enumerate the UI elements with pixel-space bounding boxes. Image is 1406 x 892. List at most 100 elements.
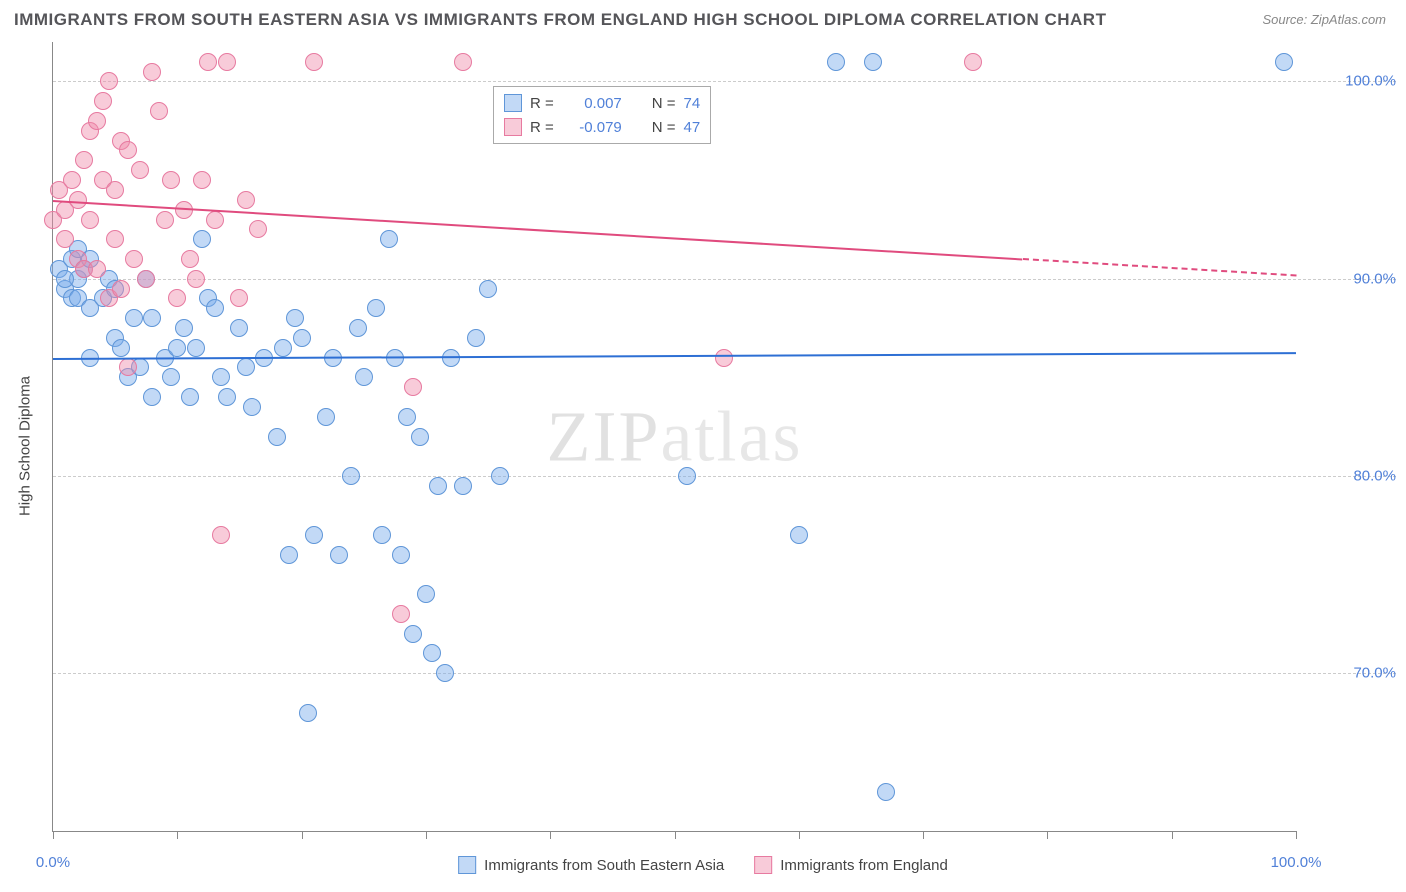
scatter-point-sea — [827, 53, 845, 71]
x-tick — [1296, 831, 1297, 839]
legend-swatch-eng — [754, 856, 772, 874]
scatter-point-sea — [143, 309, 161, 327]
legend-swatch-sea — [504, 94, 522, 112]
scatter-point-sea — [417, 585, 435, 603]
scatter-point-eng — [230, 289, 248, 307]
scatter-point-eng — [206, 211, 224, 229]
grid-line — [53, 81, 1396, 82]
grid-line — [53, 279, 1396, 280]
stats-legend: R =0.007N =74R =-0.079N =47 — [493, 86, 711, 144]
scatter-point-eng — [69, 191, 87, 209]
source-label: Source: ZipAtlas.com — [1262, 12, 1386, 27]
scatter-point-eng — [137, 270, 155, 288]
y-tick-label: 100.0% — [1306, 73, 1396, 90]
x-tick — [675, 831, 676, 839]
series-name: Immigrants from South Eastern Asia — [484, 857, 724, 874]
scatter-point-sea — [168, 339, 186, 357]
scatter-point-sea — [1275, 53, 1293, 71]
scatter-point-sea — [864, 53, 882, 71]
scatter-point-eng — [193, 171, 211, 189]
watermark-part-b: atlas — [661, 396, 803, 476]
scatter-point-eng — [168, 289, 186, 307]
legend-n-value: 47 — [684, 119, 701, 136]
scatter-point-sea — [429, 477, 447, 495]
trend-line-sea — [53, 352, 1296, 360]
scatter-point-eng — [404, 378, 422, 396]
scatter-point-sea — [367, 299, 385, 317]
scatter-point-sea — [491, 467, 509, 485]
chart-title: IMMIGRANTS FROM SOUTH EASTERN ASIA VS IM… — [14, 10, 1106, 30]
y-axis-label: High School Diploma — [17, 376, 34, 516]
x-tick-label: 100.0% — [1271, 854, 1322, 871]
scatter-point-sea — [299, 704, 317, 722]
x-tick — [177, 831, 178, 839]
scatter-point-eng — [106, 230, 124, 248]
scatter-point-eng — [305, 53, 323, 71]
scatter-point-sea — [467, 329, 485, 347]
scatter-point-eng — [56, 230, 74, 248]
scatter-point-eng — [964, 53, 982, 71]
legend-n-label: N = — [652, 119, 676, 136]
scatter-point-eng — [143, 63, 161, 81]
scatter-point-eng — [63, 171, 81, 189]
scatter-point-eng — [454, 53, 472, 71]
scatter-point-eng — [249, 220, 267, 238]
watermark: ZIPatlas — [547, 395, 803, 478]
series-legend-item: Immigrants from England — [754, 856, 948, 874]
scatter-point-sea — [212, 368, 230, 386]
scatter-point-sea — [181, 388, 199, 406]
scatter-point-sea — [218, 388, 236, 406]
scatter-point-eng — [199, 53, 217, 71]
legend-r-label: R = — [530, 95, 554, 112]
scatter-point-sea — [193, 230, 211, 248]
scatter-point-sea — [373, 526, 391, 544]
series-legend-item: Immigrants from South Eastern Asia — [458, 856, 724, 874]
scatter-point-eng — [106, 181, 124, 199]
series-name: Immigrants from England — [780, 857, 948, 874]
x-tick-label: 0.0% — [36, 854, 70, 871]
x-tick — [923, 831, 924, 839]
scatter-point-sea — [380, 230, 398, 248]
scatter-point-eng — [131, 161, 149, 179]
scatter-point-eng — [181, 250, 199, 268]
scatter-point-sea — [342, 467, 360, 485]
legend-swatch-sea — [458, 856, 476, 874]
scatter-point-sea — [404, 625, 422, 643]
scatter-point-sea — [243, 398, 261, 416]
scatter-point-eng — [119, 358, 137, 376]
scatter-point-sea — [355, 368, 373, 386]
scatter-point-eng — [187, 270, 205, 288]
scatter-point-sea — [280, 546, 298, 564]
scatter-point-sea — [230, 319, 248, 337]
scatter-point-eng — [75, 151, 93, 169]
stats-legend-row: R =0.007N =74 — [504, 91, 700, 115]
grid-line — [53, 673, 1396, 674]
scatter-point-eng — [81, 211, 99, 229]
scatter-point-eng — [150, 102, 168, 120]
scatter-point-eng — [212, 526, 230, 544]
legend-r-value: 0.007 — [562, 95, 622, 112]
scatter-point-eng — [88, 260, 106, 278]
scatter-point-sea — [175, 319, 193, 337]
x-tick — [550, 831, 551, 839]
y-tick-label: 70.0% — [1306, 665, 1396, 682]
scatter-point-eng — [162, 171, 180, 189]
scatter-point-sea — [305, 526, 323, 544]
scatter-point-sea — [398, 408, 416, 426]
scatter-point-sea — [349, 319, 367, 337]
x-tick — [302, 831, 303, 839]
scatter-point-sea — [274, 339, 292, 357]
scatter-point-sea — [187, 339, 205, 357]
y-tick-label: 80.0% — [1306, 467, 1396, 484]
scatter-point-sea — [790, 526, 808, 544]
y-tick-label: 90.0% — [1306, 270, 1396, 287]
scatter-point-eng — [119, 141, 137, 159]
scatter-point-sea — [454, 477, 472, 495]
scatter-point-sea — [678, 467, 696, 485]
scatter-point-sea — [411, 428, 429, 446]
scatter-point-eng — [237, 191, 255, 209]
scatter-point-eng — [125, 250, 143, 268]
scatter-point-sea — [479, 280, 497, 298]
legend-swatch-eng — [504, 118, 522, 136]
x-tick — [426, 831, 427, 839]
